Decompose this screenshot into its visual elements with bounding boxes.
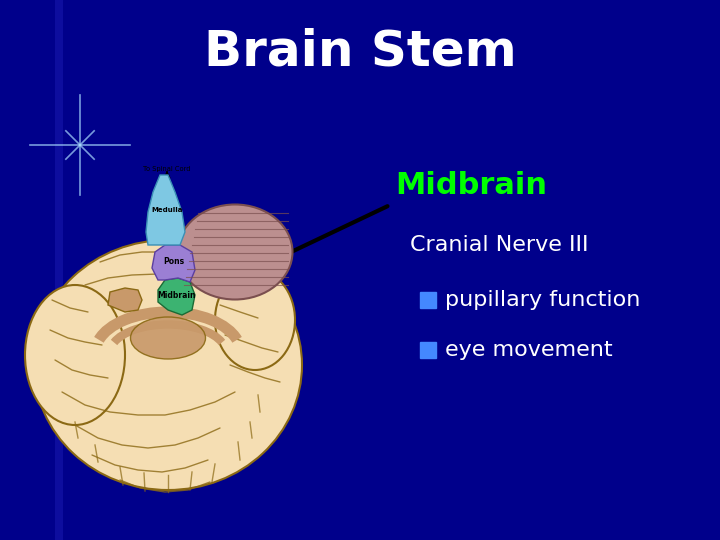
Bar xyxy=(55,0,63,540)
Text: pupillary function: pupillary function xyxy=(445,290,640,310)
Text: To Spinal Cord: To Spinal Cord xyxy=(143,166,191,172)
Text: Brain Stem: Brain Stem xyxy=(204,28,516,76)
Polygon shape xyxy=(108,288,142,312)
Text: Cranial Nerve III: Cranial Nerve III xyxy=(410,235,588,255)
Text: Medulla: Medulla xyxy=(151,207,183,213)
Text: Pons: Pons xyxy=(163,258,184,267)
Ellipse shape xyxy=(178,205,292,300)
Polygon shape xyxy=(152,245,195,282)
Ellipse shape xyxy=(34,240,302,490)
Polygon shape xyxy=(146,175,185,245)
Bar xyxy=(420,292,436,308)
Ellipse shape xyxy=(130,317,205,359)
Text: Midbrain: Midbrain xyxy=(395,171,547,200)
Text: Midbrain: Midbrain xyxy=(157,291,195,300)
Ellipse shape xyxy=(25,285,125,425)
Bar xyxy=(420,342,436,358)
Text: eye movement: eye movement xyxy=(445,340,613,360)
Ellipse shape xyxy=(215,270,295,370)
Polygon shape xyxy=(158,278,195,315)
